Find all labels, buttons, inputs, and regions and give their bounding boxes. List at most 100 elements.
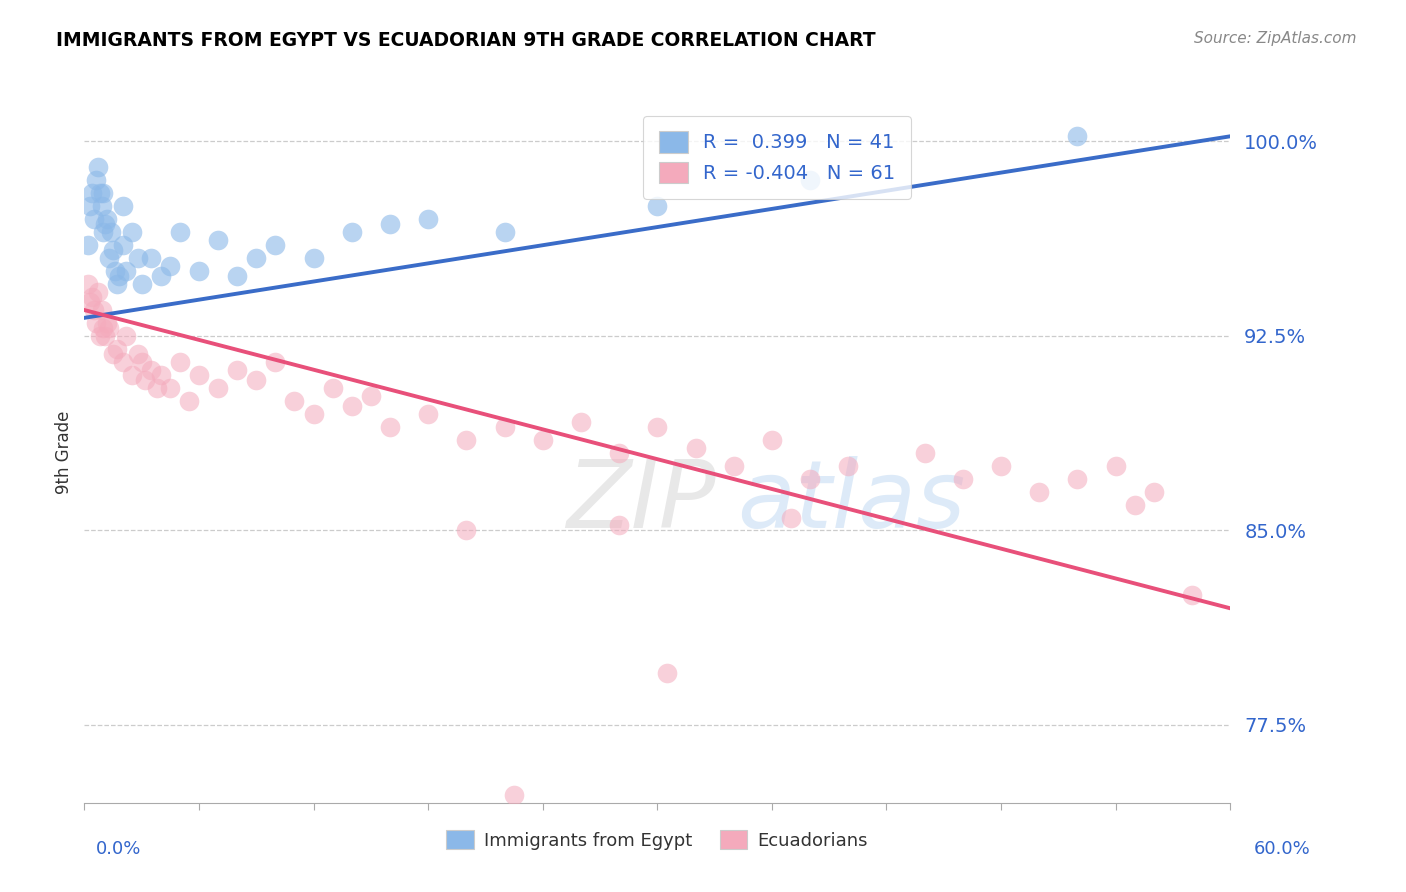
Point [84, 173, 107, 187]
Point [104, 264, 127, 278]
Legend: Immigrants from Egypt, Ecuadorians: Immigrants from Egypt, Ecuadorians [439, 823, 876, 857]
Point [494, 225, 516, 239]
Point [207, 381, 229, 395]
Point [79, 295, 101, 310]
Point [87, 161, 110, 175]
Point [655, 666, 678, 681]
Point [179, 393, 201, 408]
Point [105, 342, 128, 356]
Point [134, 373, 156, 387]
Point [90, 199, 112, 213]
Point [302, 407, 325, 421]
Point [121, 368, 143, 382]
Point [89, 186, 111, 201]
Point [1105, 458, 1128, 473]
Point [77, 238, 100, 252]
Point [456, 433, 478, 447]
Point [1181, 588, 1204, 602]
Point [146, 381, 169, 395]
Point [322, 381, 344, 395]
Text: 60.0%: 60.0% [1254, 840, 1310, 858]
Point [115, 264, 138, 278]
Point [503, 788, 526, 802]
Point [121, 225, 143, 239]
Text: IMMIGRANTS FROM EGYPT VS ECUADORIAN 9TH GRADE CORRELATION CHART: IMMIGRANTS FROM EGYPT VS ECUADORIAN 9TH … [56, 31, 876, 50]
Y-axis label: 9th Grade: 9th Grade [55, 411, 73, 494]
Point [159, 381, 181, 395]
Point [226, 269, 249, 284]
Point [456, 524, 478, 538]
Point [115, 329, 138, 343]
Point [283, 393, 305, 408]
Point [169, 225, 191, 239]
Point [837, 458, 859, 473]
Point [799, 173, 821, 187]
Point [607, 445, 630, 459]
Point [83, 303, 105, 318]
Point [94, 329, 117, 343]
Point [101, 244, 124, 258]
Point [569, 415, 592, 429]
Point [647, 419, 669, 434]
Point [723, 458, 745, 473]
Point [378, 218, 401, 232]
Point [1123, 498, 1146, 512]
Point [340, 399, 363, 413]
Point [96, 212, 118, 227]
Point [647, 199, 669, 213]
Point [169, 355, 191, 369]
Point [83, 212, 105, 227]
Point [494, 419, 516, 434]
Point [799, 472, 821, 486]
Point [780, 510, 803, 524]
Point [94, 218, 117, 232]
Point [141, 362, 163, 376]
Point [302, 251, 325, 265]
Text: Source: ZipAtlas.com: Source: ZipAtlas.com [1194, 31, 1357, 46]
Point [378, 419, 401, 434]
Point [418, 212, 440, 227]
Text: atlas: atlas [738, 456, 966, 547]
Point [149, 269, 172, 284]
Point [188, 368, 211, 382]
Point [77, 277, 100, 292]
Point [159, 259, 181, 273]
Point [914, 445, 936, 459]
Point [340, 225, 363, 239]
Point [245, 373, 267, 387]
Point [100, 225, 122, 239]
Point [226, 362, 249, 376]
Point [101, 347, 124, 361]
Point [264, 238, 287, 252]
Point [264, 355, 287, 369]
Point [98, 251, 121, 265]
Point [607, 518, 630, 533]
Point [89, 329, 111, 343]
Point [84, 316, 107, 330]
Point [761, 433, 783, 447]
Point [1066, 472, 1088, 486]
Point [127, 347, 149, 361]
Point [127, 251, 149, 265]
Point [105, 277, 128, 292]
Point [531, 433, 554, 447]
Point [107, 269, 129, 284]
Point [93, 186, 115, 201]
Point [79, 199, 101, 213]
Text: ZIP: ZIP [565, 456, 716, 547]
Point [418, 407, 440, 421]
Point [141, 251, 163, 265]
Point [98, 321, 121, 335]
Point [111, 199, 134, 213]
Point [1028, 484, 1050, 499]
Point [149, 368, 172, 382]
Point [207, 233, 229, 247]
Point [360, 389, 382, 403]
Point [80, 186, 103, 201]
Text: 0.0%: 0.0% [96, 840, 141, 858]
Point [1143, 484, 1166, 499]
Point [952, 472, 974, 486]
Point [93, 225, 115, 239]
Point [96, 316, 118, 330]
Point [990, 458, 1012, 473]
